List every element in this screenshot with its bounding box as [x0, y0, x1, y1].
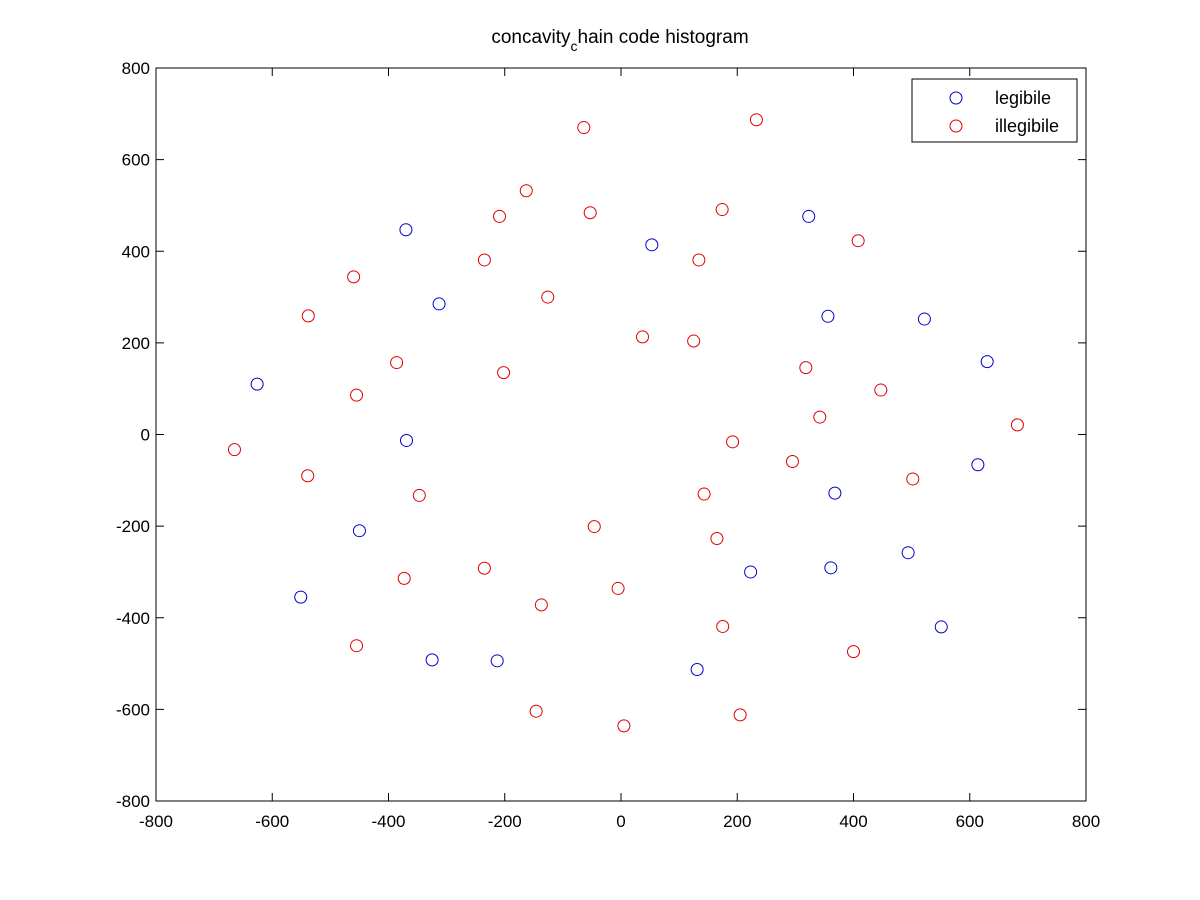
y-tick-label: 400 — [122, 242, 150, 261]
data-point-illegibile — [1010, 418, 1024, 432]
data-point-illegibile — [493, 209, 507, 223]
x-tick-label: 200 — [723, 812, 751, 831]
y-tick-label: -200 — [116, 517, 150, 536]
data-point-illegibile — [301, 469, 315, 483]
chart-title: concavitychain code histogram — [491, 27, 748, 54]
data-point-legibile — [828, 486, 842, 500]
legend-label-legibile: legibile — [995, 88, 1051, 108]
x-tick-label: -600 — [255, 812, 289, 831]
x-tick-label: -800 — [139, 812, 173, 831]
x-tick-label: -400 — [371, 812, 405, 831]
plot-area — [155, 67, 1087, 802]
data-point-legibile — [645, 238, 659, 252]
y-tick-label: 200 — [122, 334, 150, 353]
x-tick-label: 400 — [839, 812, 867, 831]
axis-ticks — [155, 67, 1087, 802]
data-point-illegibile — [301, 309, 315, 323]
y-tick-label: 0 — [141, 426, 150, 445]
data-point-legibile — [934, 620, 948, 634]
data-point-illegibile — [687, 334, 701, 348]
data-point-illegibile — [813, 410, 827, 424]
data-point-illegibile — [715, 203, 729, 217]
data-point-illegibile — [347, 270, 361, 284]
data-point-illegibile — [587, 520, 601, 534]
data-point-illegibile — [799, 361, 813, 375]
data-point-illegibile — [847, 645, 860, 659]
data-point-illegibile — [733, 708, 747, 722]
y-tick-label: 800 — [122, 59, 150, 78]
x-tick-label: 0 — [616, 812, 625, 831]
data-point-illegibile — [749, 113, 763, 127]
data-point-legibile — [352, 524, 366, 538]
data-point-legibile — [425, 653, 439, 667]
data-point-illegibile — [477, 561, 491, 575]
data-point-illegibile — [397, 571, 411, 585]
data-point-illegibile — [874, 383, 888, 397]
data-point-illegibile — [617, 719, 631, 733]
data-point-legibile — [432, 297, 446, 311]
series-legibile — [250, 209, 994, 677]
data-point-legibile — [690, 663, 704, 677]
y-tick-label: -600 — [116, 700, 150, 719]
series-illegibile — [227, 113, 1024, 733]
data-point-illegibile — [534, 598, 548, 612]
y-axis-tick-labels: -800 -600 -400 -200 0 200 400 600 800 — [116, 59, 150, 811]
data-point-legibile — [917, 312, 931, 326]
data-point-legibile — [399, 223, 413, 237]
data-point-legibile — [901, 546, 915, 560]
data-point-illegibile — [390, 356, 404, 370]
x-axis-tick-labels: -800 -600 -400 -200 0 200 400 600 800 — [139, 812, 1100, 831]
data-point-illegibile — [697, 487, 711, 501]
data-point-illegibile — [851, 234, 865, 248]
data-point-legibile — [294, 590, 308, 604]
data-point-illegibile — [350, 388, 364, 402]
data-point-legibile — [744, 565, 758, 579]
legend: legibile illegibile — [911, 78, 1078, 143]
data-point-illegibile — [350, 639, 364, 653]
data-point-illegibile — [710, 531, 724, 545]
data-point-illegibile — [583, 206, 597, 220]
legend-marker-legibile — [949, 91, 963, 105]
data-point-illegibile — [611, 581, 625, 595]
data-point-illegibile — [541, 290, 555, 304]
x-tick-label: -200 — [488, 812, 522, 831]
data-points — [227, 113, 1024, 733]
data-point-illegibile — [577, 121, 591, 135]
data-point-illegibile — [906, 472, 920, 486]
data-point-illegibile — [636, 330, 650, 344]
data-point-illegibile — [716, 619, 730, 633]
y-tick-label: -800 — [116, 792, 150, 811]
data-point-illegibile — [519, 184, 533, 198]
data-point-legibile — [250, 377, 264, 391]
data-point-legibile — [802, 209, 816, 223]
data-point-legibile — [821, 309, 835, 323]
data-point-illegibile — [497, 366, 511, 380]
data-point-illegibile — [477, 253, 491, 267]
data-point-illegibile — [227, 443, 241, 457]
data-point-illegibile — [785, 455, 799, 469]
data-point-legibile — [824, 561, 838, 575]
data-point-legibile — [400, 433, 414, 447]
legend-marker-illegibile — [949, 119, 963, 133]
data-point-illegibile — [412, 488, 426, 502]
data-point-legibile — [490, 654, 504, 668]
legend-box — [911, 78, 1078, 143]
data-point-legibile — [971, 458, 985, 472]
y-tick-label: -400 — [116, 609, 150, 628]
data-point-illegibile — [726, 435, 740, 449]
y-tick-label: 600 — [122, 151, 150, 170]
data-point-legibile — [980, 355, 994, 369]
x-tick-label: 600 — [956, 812, 984, 831]
x-tick-label: 800 — [1072, 812, 1100, 831]
data-point-illegibile — [692, 253, 706, 267]
data-point-illegibile — [529, 704, 543, 718]
legend-label-illegibile: illegibile — [995, 116, 1059, 136]
